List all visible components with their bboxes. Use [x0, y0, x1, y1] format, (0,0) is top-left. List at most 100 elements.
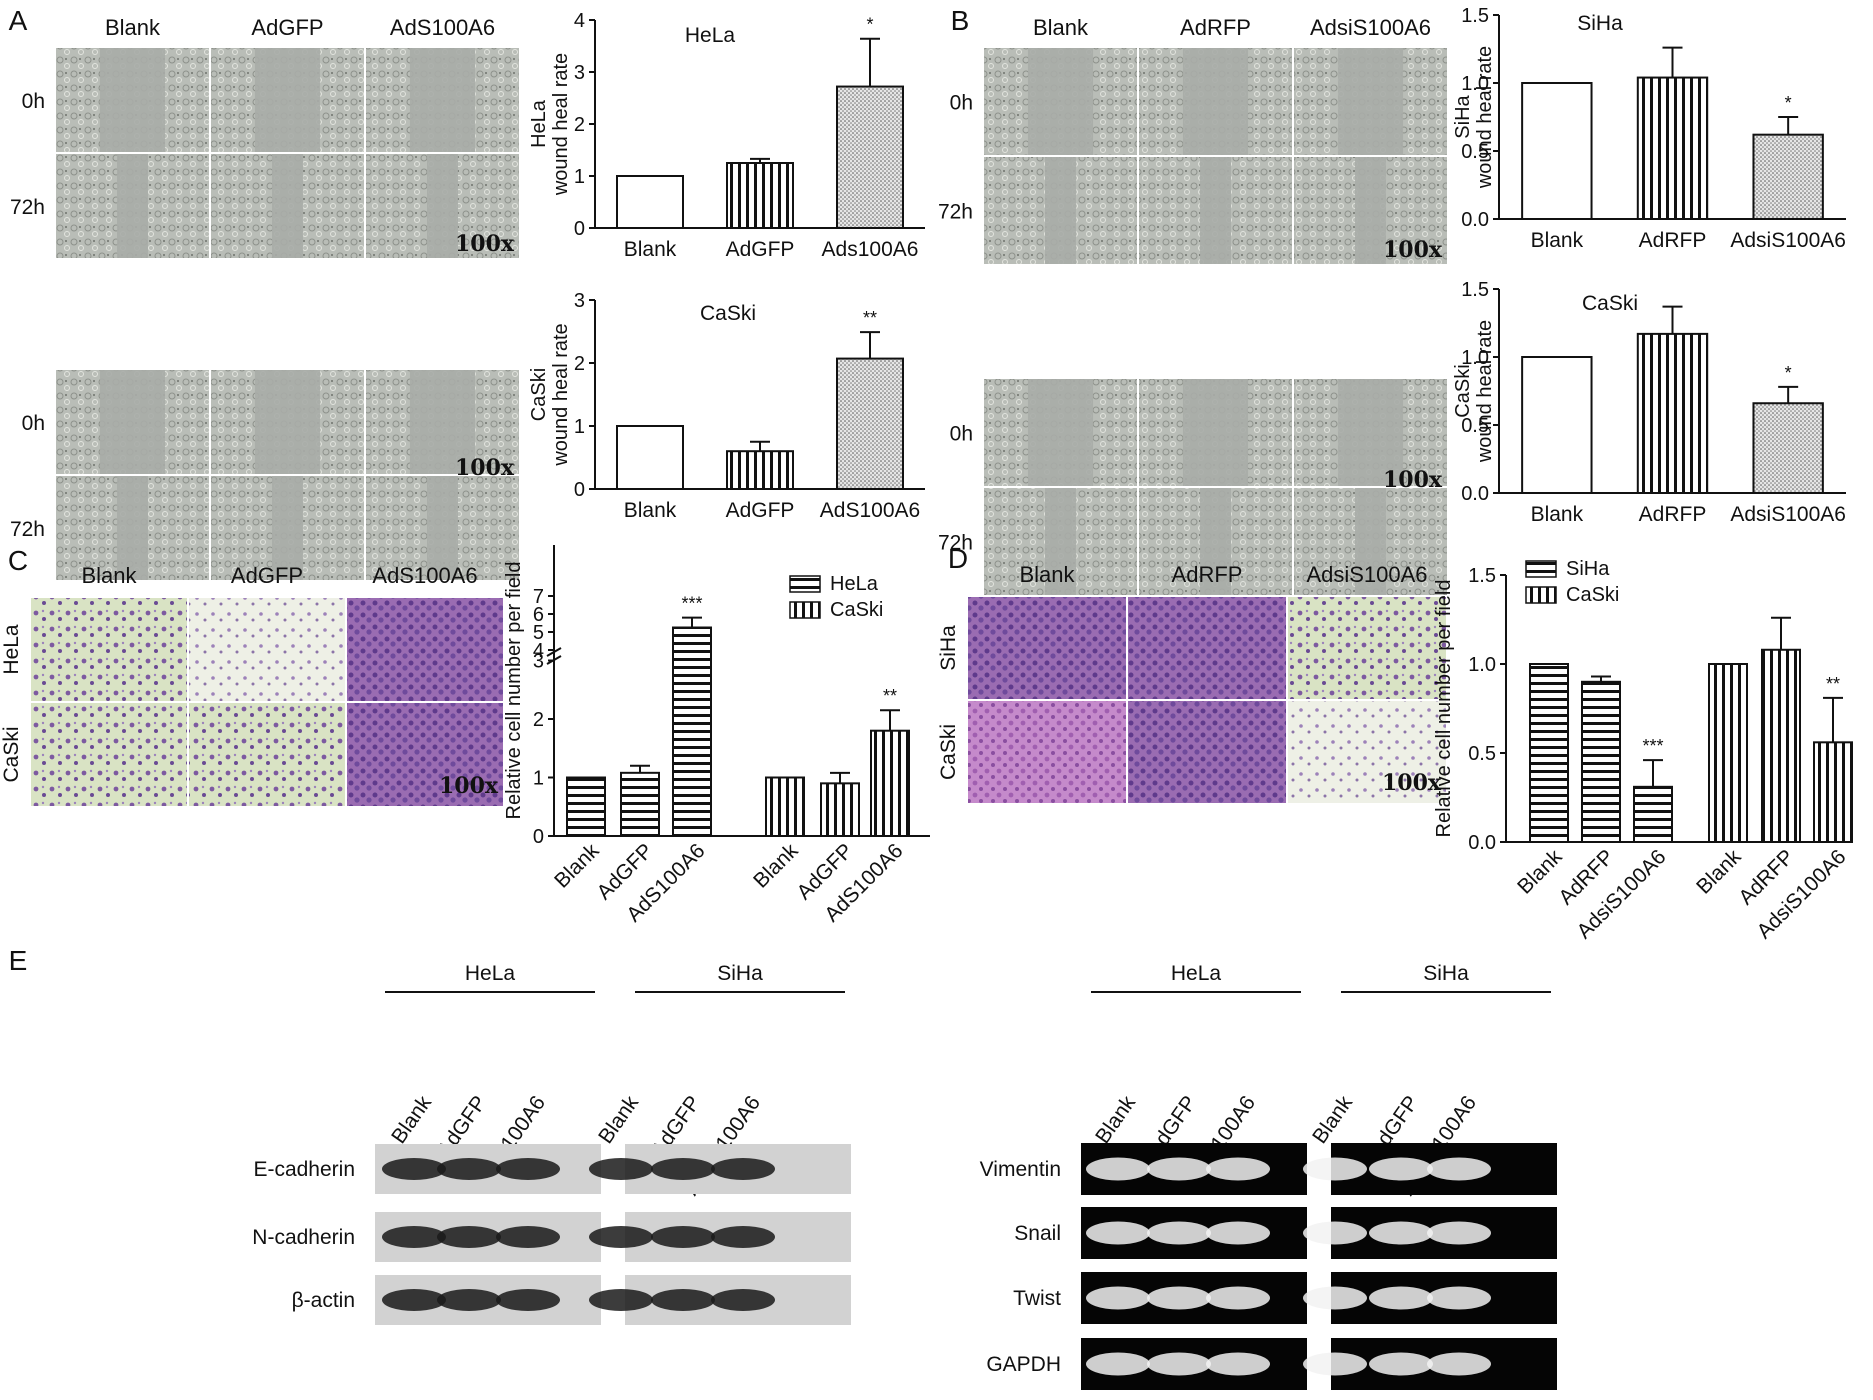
legend-label: CaSki [1566, 584, 1619, 606]
wound-gap [1200, 157, 1231, 264]
stain-tile [31, 703, 187, 806]
band-label: GAPDH [986, 1353, 1061, 1376]
stain-tile [1128, 701, 1286, 803]
column-label: AdS100A6 [390, 15, 495, 40]
row-label: 0h [950, 92, 973, 115]
significance-mark: *** [681, 594, 702, 614]
y-tick-label: 3 [533, 651, 544, 673]
significance-mark: ** [1826, 674, 1840, 694]
legend-swatch [1525, 560, 1557, 578]
wound-gap [117, 154, 148, 258]
legend-label: CaSki [830, 599, 883, 621]
lane-label: Blank [1308, 1091, 1357, 1148]
wound-gap [427, 154, 458, 258]
pcr-blot: HeLaSiHaBlankAdGFPAdS100A6BlankAdGFPAdsi… [980, 962, 1557, 1390]
bar [1752, 133, 1824, 220]
significance-mark: * [1785, 363, 1792, 383]
stain-tile [189, 703, 345, 806]
band [1147, 1352, 1211, 1376]
band [1147, 1157, 1211, 1181]
wound-gap [254, 48, 321, 152]
wound-gap [1027, 48, 1094, 155]
y-tick-label: 1.0 [1461, 347, 1489, 369]
lane-label: Blank [387, 1091, 436, 1148]
column-label: AdRFP [1172, 562, 1243, 587]
row-label: CaSki [937, 724, 960, 780]
panel-letter-a: A [9, 5, 28, 36]
wound-gap [272, 154, 303, 258]
group-label: SiHa [1423, 962, 1469, 985]
band [1206, 1352, 1270, 1376]
y-tick-label: 6 [533, 604, 544, 626]
x-tick-label: AdS100A6 [820, 499, 920, 522]
band-label: N-cadherin [252, 1226, 355, 1249]
wound-gap [1200, 488, 1231, 595]
band [1427, 1286, 1491, 1310]
panel-letter-b: B [951, 5, 970, 36]
stain-tile [1288, 597, 1446, 699]
y-tick-label: 0.0 [1461, 483, 1489, 505]
legend-swatch [1525, 586, 1557, 604]
group-label: HeLa [465, 962, 516, 985]
bar [1636, 76, 1709, 220]
band [1206, 1157, 1270, 1181]
legend-label: SiHa [1566, 558, 1610, 580]
bar [726, 162, 794, 229]
significance-mark: *** [1642, 736, 1663, 756]
wound-gap [409, 48, 476, 152]
y-tick-label: 2 [533, 709, 544, 731]
y-tick-label: 3 [574, 62, 585, 84]
band [382, 1158, 446, 1180]
magnification-label: 100x [455, 455, 515, 481]
stain-tile [968, 597, 1126, 699]
band [1086, 1157, 1150, 1181]
axis-break-mark [546, 655, 562, 665]
y-axis-label: wound heal rate [1474, 46, 1496, 189]
y-tick-label: 0 [574, 479, 585, 501]
row-label: 0h [22, 412, 45, 435]
y-axis-label: wound heal rate [550, 53, 572, 196]
band-label: E-cadherin [253, 1158, 355, 1181]
column-label: AdsiS100A6 [1310, 15, 1431, 40]
band [1303, 1221, 1367, 1245]
bar [1708, 663, 1748, 843]
chart-title: CaSki [700, 302, 756, 325]
x-tick-label: Blank [1531, 503, 1584, 526]
significance-mark: ** [863, 308, 877, 328]
band [589, 1289, 653, 1311]
band [1147, 1221, 1211, 1245]
wound-gap [117, 476, 148, 580]
column-label: Blank [105, 15, 161, 40]
western-blot: HeLaSiHaBlankAdGFPAdS100A6BlankAdGFPAdsi… [252, 962, 851, 1325]
band [1427, 1221, 1491, 1245]
legend-swatch [789, 601, 821, 619]
magnification-label: 100x [1383, 237, 1443, 263]
x-tick-label: AdGFP [726, 499, 795, 522]
axis-break-mark [546, 647, 562, 657]
y-tick-label: 1.5 [1468, 565, 1496, 587]
band [382, 1289, 446, 1311]
x-tick-label: AdsiS100A6 [1730, 229, 1846, 252]
row-label: 72h [938, 532, 973, 555]
row-label: CaSki [0, 726, 23, 782]
bar [620, 771, 660, 838]
band-label: Vimentin [980, 1158, 1061, 1181]
band [589, 1158, 653, 1180]
y-tick-label: 0 [574, 218, 585, 240]
column-label: AdsiS100A6 [1306, 562, 1427, 587]
group-label: SiHa [717, 962, 763, 985]
stain-tile [189, 598, 345, 701]
significance-mark: ** [883, 686, 897, 706]
x-tick-label: AdGFP [726, 238, 795, 261]
bar [1581, 680, 1621, 843]
wound-gap [1182, 48, 1249, 155]
chart-title: CaSki [1582, 292, 1638, 315]
band [651, 1226, 715, 1248]
row-label: 72h [10, 518, 45, 541]
stain-tile [31, 598, 187, 701]
bar [726, 450, 794, 491]
